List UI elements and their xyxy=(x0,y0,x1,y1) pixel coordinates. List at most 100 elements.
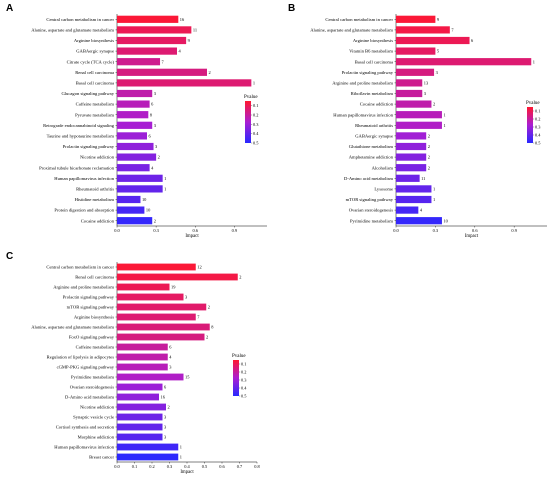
term-label: Ovarian steroidogenesis xyxy=(349,208,393,213)
bar xyxy=(117,263,196,271)
count-label: 1 xyxy=(253,81,255,86)
term-label: Riboflavin metabolism xyxy=(351,91,394,96)
term-label: Vitamin B6 metabolism xyxy=(349,49,393,54)
count-label: 6 xyxy=(471,38,474,43)
x-tick-label: 0.7 xyxy=(237,464,243,469)
bar xyxy=(396,89,423,98)
legend-title: Pvalue xyxy=(244,95,258,100)
count-label: 4 xyxy=(169,355,172,360)
bar xyxy=(396,153,427,161)
count-label: 2 xyxy=(158,155,160,160)
term-label: Synaptic vesicle cycle xyxy=(73,415,114,420)
count-label: 15 xyxy=(185,375,190,380)
count-label: 6 xyxy=(169,345,172,350)
colorbar xyxy=(233,360,239,396)
panel-letter: C xyxy=(6,251,13,262)
count-label: 4 xyxy=(151,165,154,170)
count-label: 2 xyxy=(206,335,208,340)
x-axis-label: Impact xyxy=(180,470,194,475)
legend-tick-label: 0.1 xyxy=(253,103,259,108)
legend-tick-label: 0.5 xyxy=(253,141,259,146)
term-label: Central carbon metabolism in cancer xyxy=(325,17,393,22)
count-label: 7 xyxy=(162,59,165,64)
term-label: Glutathione metabolism xyxy=(349,144,394,149)
count-label: 3 xyxy=(154,123,157,128)
x-tick-label: 0.3 xyxy=(433,228,439,233)
bar xyxy=(117,413,163,421)
x-tick-label: 0.4 xyxy=(184,464,190,469)
term-label: Cocaine addiction xyxy=(81,218,115,223)
bar xyxy=(117,383,163,391)
legend-tick-label: 0.2 xyxy=(241,370,247,375)
count-label: 2 xyxy=(433,102,435,107)
count-label: 11 xyxy=(421,176,425,181)
bar xyxy=(117,333,205,341)
term-label: Regulation of lipolysis in adipocytes xyxy=(47,355,115,360)
term-label: Alanine, aspartate and glutamate metabol… xyxy=(310,28,393,34)
term-label: Pyrimidine metabolism xyxy=(350,218,393,223)
term-label: Rheumatoid arthritis xyxy=(76,187,114,192)
bar xyxy=(396,195,432,204)
bar xyxy=(396,174,420,182)
term-label: Rheumatoid arthritis xyxy=(355,123,393,128)
count-label: 10 xyxy=(146,208,151,213)
legend-tick-label: 0.4 xyxy=(241,386,247,391)
count-label: 1 xyxy=(433,187,435,192)
bar xyxy=(396,36,470,45)
term-label: Nicotine addiction xyxy=(80,405,115,410)
count-label: 2 xyxy=(208,305,210,310)
bar xyxy=(117,373,184,381)
count-label: 1 xyxy=(180,455,182,460)
pvalue-legend: Pvalue 0.1 0.2 0.3 0.4 0.5 xyxy=(526,101,541,146)
bar xyxy=(117,453,179,461)
count-label: 12 xyxy=(197,265,201,270)
legend-tick-label: 0.3 xyxy=(535,125,541,130)
term-label: D-Amino acid metabolism xyxy=(65,395,114,400)
bar xyxy=(117,15,179,23)
count-label: 8 xyxy=(150,112,153,117)
x-tick-label: 0.2 xyxy=(149,464,155,469)
panel-letter: B xyxy=(288,3,295,14)
count-label: 13 xyxy=(424,81,429,86)
bar xyxy=(396,206,419,214)
bar xyxy=(396,142,427,151)
term-label: Caffeine metabolism xyxy=(76,102,115,107)
term-label: Prolactin signaling pathway xyxy=(63,295,115,300)
term-label: Cortisol synthesis and secretion xyxy=(56,425,115,430)
count-label: 1 xyxy=(533,59,535,64)
bar xyxy=(396,79,423,87)
count-label: 16 xyxy=(180,17,185,22)
term-label: Arginine and proline metabolism xyxy=(332,81,393,86)
term-label: Proximal tubule bicarbonate reclamation xyxy=(39,165,115,170)
count-label: 6 xyxy=(149,134,152,139)
term-label: Renal cell carcinoma xyxy=(75,275,114,280)
x-tick-label: 0.6 xyxy=(193,228,199,233)
bar xyxy=(117,132,147,140)
term-label: Human papillomavirus infection xyxy=(333,112,393,117)
bar xyxy=(117,443,179,451)
legend-tick-label: 0.2 xyxy=(535,117,541,122)
bar xyxy=(117,313,196,321)
bar xyxy=(117,393,159,401)
bar xyxy=(396,15,436,23)
legend-tick-label: 0.4 xyxy=(535,133,541,138)
legend-title: Pvalue xyxy=(232,354,246,359)
term-label: Prolactin signaling pathway xyxy=(342,70,394,75)
count-label: 3 xyxy=(164,435,167,440)
bar xyxy=(117,47,177,55)
term-label: Arginine biosynthesis xyxy=(74,315,114,320)
x-tick-label: 0.8 xyxy=(254,464,260,469)
bar xyxy=(117,100,150,108)
bar xyxy=(117,217,153,225)
count-label: 7 xyxy=(451,28,454,33)
x-tick-label: 0.0 xyxy=(393,228,399,233)
count-label: 9 xyxy=(188,38,191,43)
count-label: 9 xyxy=(437,17,440,22)
term-label: Ovarian steroidogenesis xyxy=(70,385,114,390)
bar xyxy=(117,403,166,411)
bar xyxy=(396,121,442,129)
bar xyxy=(396,132,427,140)
colorbar xyxy=(245,101,251,143)
